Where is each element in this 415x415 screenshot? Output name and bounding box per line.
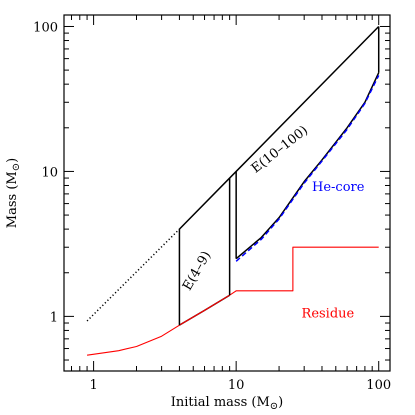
annotation-label: Residue bbox=[302, 307, 355, 322]
plot-frame bbox=[63, 14, 391, 372]
x-tick-label: 1 bbox=[89, 378, 97, 393]
annotation-label: E(4–9) bbox=[180, 249, 214, 293]
x-tick-label: 100 bbox=[366, 378, 391, 393]
series-line-upper bbox=[178, 25, 380, 230]
y-axis-label: Mass (M⊙) bbox=[5, 158, 22, 228]
series-line-extrap bbox=[86, 228, 180, 322]
axes: 1 10 100 1 10 100 bbox=[33, 14, 391, 393]
x-tick-label: 10 bbox=[228, 378, 245, 393]
annotation-label: He-core bbox=[312, 180, 365, 195]
y-tick-label: 1 bbox=[50, 310, 58, 325]
y-tick-label: 100 bbox=[33, 20, 58, 35]
series-line-residue bbox=[86, 246, 379, 356]
y-tick-label: 10 bbox=[41, 165, 58, 180]
x-axis-label: Initial mass (M⊙) bbox=[171, 395, 284, 412]
